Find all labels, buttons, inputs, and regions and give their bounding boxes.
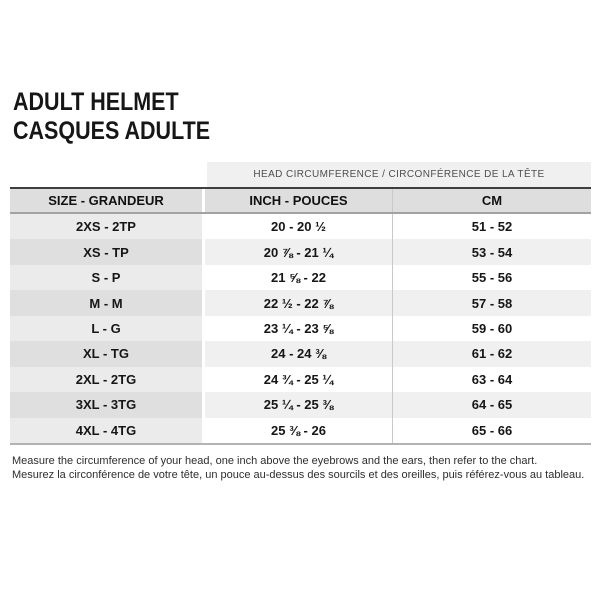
cm-cell: 53 - 54	[392, 239, 591, 265]
cm-cell: 65 - 66	[392, 417, 591, 443]
inch-cell: 21 ⅝ - 22	[205, 264, 392, 291]
inch-cell: 25 ⅜ - 26	[205, 417, 392, 443]
cm-cell: 64 - 65	[392, 392, 591, 418]
inch-cell: 20 - 20 ½	[205, 214, 392, 240]
page-title-fr: CASQUES ADULTE	[13, 117, 211, 145]
table-row: 4XL - 4TG 25 ⅜ - 26 65 - 66	[10, 417, 591, 443]
table-top-border	[10, 187, 591, 189]
table-row: S - P 21 ⅝ - 22 55 - 56	[10, 264, 591, 291]
cm-cell: 51 - 52	[392, 214, 591, 240]
table-row: 3XL - 3TG 25 ¼ - 25 ⅜ 64 - 65	[10, 392, 591, 418]
inch-cell: 25 ¼ - 25 ⅜	[205, 392, 392, 418]
table-row: XL - TG 24 - 24 ⅜ 61 - 62	[10, 341, 591, 367]
inch-cell: 23 ¼ - 23 ⅝	[205, 315, 392, 342]
cm-cell: 55 - 56	[392, 264, 591, 291]
page-title-en: ADULT HELMET	[13, 88, 179, 116]
size-chart-table: HEAD CIRCUMFERENCE / CIRCONFÉRENCE DE LA…	[10, 162, 591, 445]
cm-cell: 63 - 64	[392, 366, 591, 393]
size-cell: 3XL - 3TG	[10, 392, 205, 418]
cm-cell: 57 - 58	[392, 290, 591, 316]
cm-cell: 61 - 62	[392, 341, 591, 367]
column-header-cm: CM	[392, 189, 591, 212]
page-title: ADULT HELMET CASQUES ADULTE	[13, 88, 210, 146]
size-cell: 2XL - 2TG	[10, 366, 205, 393]
table-row: 2XS - 2TP 20 - 20 ½ 51 - 52	[10, 214, 591, 240]
table-row: L - G 23 ¼ - 23 ⅝ 59 - 60	[10, 315, 591, 342]
inch-cell: 24 ¾ - 25 ¼	[205, 366, 392, 393]
column-header-size: SIZE - GRANDEUR	[10, 189, 205, 212]
measure-note-fr: Mesurez la circonférence de votre tête, …	[12, 468, 585, 481]
table-bottom-border	[10, 443, 591, 445]
measure-note-en: Measure the circumference of your head, …	[12, 455, 538, 467]
header-separator	[10, 212, 591, 214]
column-header-inch: INCH - POUCES	[249, 193, 348, 208]
size-cell: M - M	[10, 290, 205, 316]
measure-note: Measure the circumference of your head, …	[12, 455, 584, 482]
size-cell: XL - TG	[10, 341, 205, 367]
table-header-row: SIZE - GRANDEUR INCH - POUCES CM	[10, 189, 591, 212]
inch-cell: 20 ⅞ - 21 ¼	[205, 239, 392, 265]
size-cell: 4XL - 4TG	[10, 417, 205, 443]
size-cell: 2XS - 2TP	[10, 214, 205, 240]
table-body: 2XS - 2TP 20 - 20 ½ 51 - 52 XS - TP 20 ⅞…	[10, 214, 591, 443]
size-cell: L - G	[10, 315, 205, 342]
size-cell: XS - TP	[10, 239, 205, 265]
inch-cell: 24 - 24 ⅜	[205, 341, 392, 367]
table-row: M - M 22 ½ - 22 ⅞ 57 - 58	[10, 290, 591, 316]
table-row: 2XL - 2TG 24 ¾ - 25 ¼ 63 - 64	[10, 366, 591, 393]
cm-cell: 59 - 60	[392, 315, 591, 342]
head-circumference-header: HEAD CIRCUMFERENCE / CIRCONFÉRENCE DE LA…	[207, 162, 591, 187]
inch-cell: 22 ½ - 22 ⅞	[205, 290, 392, 316]
size-cell: S - P	[10, 264, 205, 291]
table-row: XS - TP 20 ⅞ - 21 ¼ 53 - 54	[10, 239, 591, 265]
